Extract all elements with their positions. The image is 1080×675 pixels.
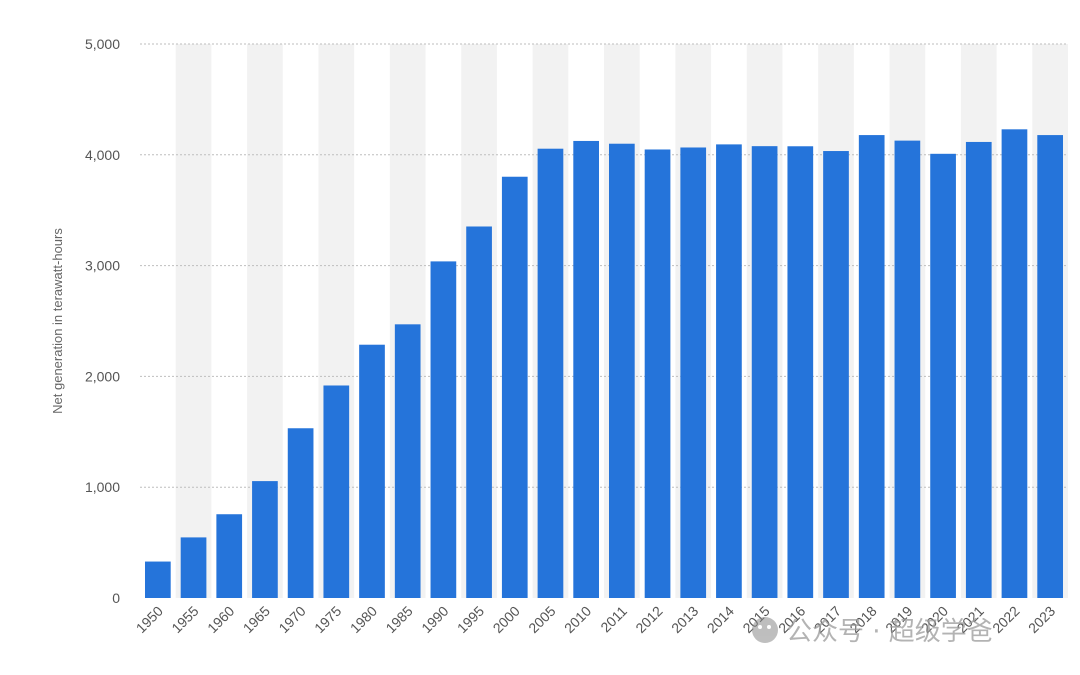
bar-1950 [144, 561, 171, 598]
bar-2021 [965, 141, 992, 598]
bar-1960 [216, 514, 243, 598]
x-tick-label: 1955 [168, 603, 201, 636]
bar-2015 [751, 146, 778, 598]
x-tick-label: 2022 [989, 603, 1022, 636]
x-tick-label: 1965 [240, 603, 273, 636]
bar-2023 [1037, 135, 1064, 598]
bar-2005 [537, 148, 564, 598]
watermark-text: 公众号 · 超级学爸 [786, 617, 993, 647]
bar-2013 [680, 147, 707, 599]
bar-1970 [287, 428, 314, 598]
background-band [175, 44, 212, 598]
x-tick-label: 2005 [525, 603, 558, 636]
bar-2000 [501, 176, 528, 598]
bar-2012 [644, 149, 671, 598]
x-tick-label: 1970 [275, 603, 308, 636]
x-tick-label: 1950 [133, 603, 166, 636]
bar-1955 [180, 537, 207, 598]
y-tick-label: 4,000 [85, 147, 120, 163]
bar-2016 [787, 146, 814, 598]
x-tick-label: 2011 [597, 603, 630, 636]
bar-1965 [252, 481, 278, 598]
bar-2014 [716, 144, 742, 598]
x-tick-label: 2012 [632, 603, 665, 636]
bar-2022 [1001, 129, 1028, 599]
bar-1995 [466, 226, 492, 598]
bar-2018 [858, 135, 885, 598]
y-tick-label: 0 [112, 590, 120, 606]
x-tick-label: 1990 [418, 603, 451, 636]
y-tick-label: 2,000 [85, 368, 120, 384]
y-axis-title: Net generation in terawatt-hours [50, 228, 65, 414]
x-tick-label: 1995 [454, 603, 487, 636]
y-axis-ticks: 0 1,000 2,000 3,000 4,000 5,000 [85, 36, 120, 606]
x-tick-label: 2010 [561, 603, 594, 636]
bars [144, 129, 1064, 599]
x-tick-label: 2023 [1025, 603, 1058, 636]
bar-2020 [930, 153, 956, 598]
bar-1980 [359, 344, 385, 598]
y-tick-label: 5,000 [85, 36, 120, 52]
x-tick-label: 1985 [382, 603, 415, 636]
x-tick-label: 2014 [704, 603, 737, 636]
bar-1975 [323, 385, 350, 598]
x-tick-label: 1980 [347, 603, 380, 636]
bar-1990 [430, 261, 457, 598]
bar-2017 [823, 151, 849, 598]
bar-2010 [573, 140, 600, 598]
x-tick-label: 1975 [311, 603, 344, 636]
bar-2019 [894, 140, 921, 598]
y-tick-label: 1,000 [85, 479, 120, 495]
x-tick-label: 2013 [668, 603, 701, 636]
bar-1985 [394, 324, 421, 598]
watermark: 公众号 · 超级学爸 [752, 617, 993, 647]
x-tick-label: 2000 [490, 603, 523, 636]
bar-2011 [608, 143, 635, 598]
wechat-icon [752, 617, 778, 643]
x-tick-label: 1960 [204, 603, 237, 636]
y-tick-label: 3,000 [85, 258, 120, 274]
